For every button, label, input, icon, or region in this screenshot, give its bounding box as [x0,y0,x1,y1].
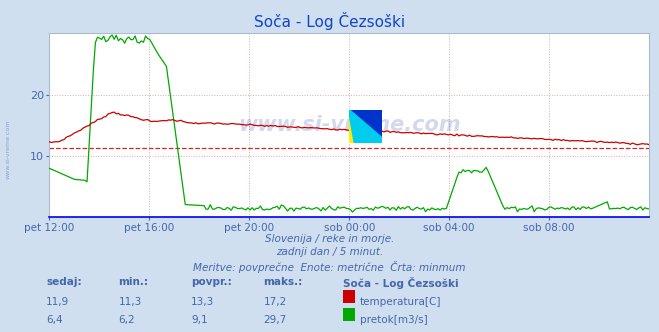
Text: Slovenija / reke in morje.: Slovenija / reke in morje. [265,234,394,244]
Text: 29,7: 29,7 [264,315,287,325]
Text: povpr.:: povpr.: [191,277,232,287]
Text: zadnji dan / 5 minut.: zadnji dan / 5 minut. [276,247,383,257]
Text: 13,3: 13,3 [191,297,214,307]
Text: Meritve: povprečne  Enote: metrične  Črta: minmum: Meritve: povprečne Enote: metrične Črta:… [193,261,466,273]
Text: min.:: min.: [119,277,149,287]
Text: 17,2: 17,2 [264,297,287,307]
Text: maks.:: maks.: [264,277,303,287]
Text: www.si-vreme.com: www.si-vreme.com [238,115,461,135]
Text: 11,3: 11,3 [119,297,142,307]
Polygon shape [349,110,382,143]
Text: 11,9: 11,9 [46,297,69,307]
Text: 6,2: 6,2 [119,315,135,325]
Text: sedaj:: sedaj: [46,277,82,287]
Polygon shape [349,110,382,143]
Text: Soča - Log Čezsoški: Soča - Log Čezsoški [343,277,458,289]
Text: www.si-vreme.com: www.si-vreme.com [5,120,11,179]
Text: temperatura[C]: temperatura[C] [360,297,442,307]
Text: pretok[m3/s]: pretok[m3/s] [360,315,428,325]
Text: 9,1: 9,1 [191,315,208,325]
Text: Soča - Log Čezsoški: Soča - Log Čezsoški [254,12,405,30]
Text: 6,4: 6,4 [46,315,63,325]
Polygon shape [349,110,382,143]
